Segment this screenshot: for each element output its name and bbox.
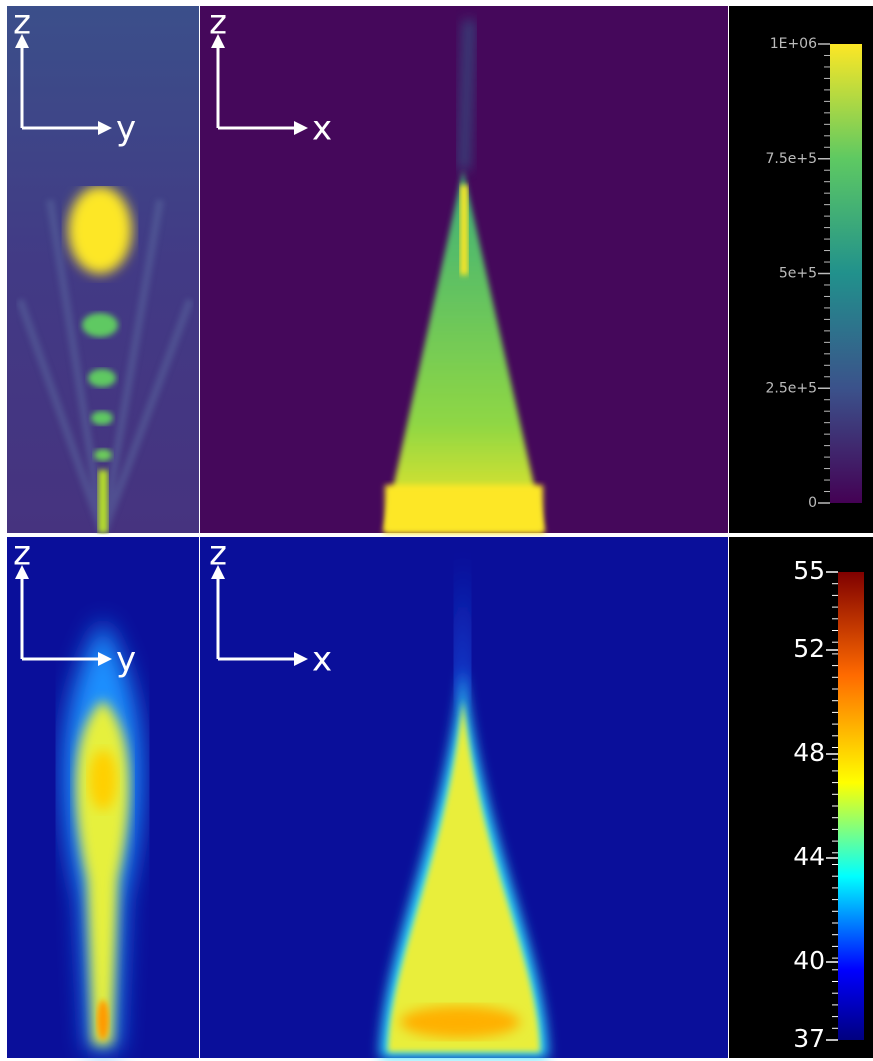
arrow-head — [211, 34, 225, 48]
arrow-head — [294, 652, 308, 666]
arrow-head — [211, 565, 225, 579]
axis-label: y — [116, 640, 136, 680]
axis-label: z — [209, 3, 227, 43]
tick-label: 5e+5 — [779, 266, 817, 282]
arrow-head — [98, 652, 112, 666]
temp-xz — [380, 560, 548, 1058]
axis-label: z — [13, 3, 31, 43]
beam-yz — [20, 186, 190, 533]
axis-label: y — [116, 109, 136, 149]
colorbar — [838, 572, 864, 1040]
axis-arrows — [216, 44, 296, 130]
arrow-head — [15, 34, 29, 48]
colorbar — [830, 44, 862, 503]
temp-yz — [63, 620, 142, 1050]
axis-label: z — [13, 534, 31, 574]
tick-label: 44 — [793, 842, 825, 871]
arrow-head — [15, 565, 29, 579]
tick-label: 55 — [793, 556, 825, 585]
arrow-head — [98, 121, 112, 135]
tick-label: 1E+06 — [770, 36, 817, 52]
tick-label: 40 — [793, 946, 825, 975]
beam-xz — [383, 20, 545, 533]
tick-label: 37 — [793, 1024, 825, 1053]
axis-arrows — [216, 575, 296, 661]
tick-label: 7.5e+5 — [765, 151, 817, 167]
tick-label: 48 — [793, 738, 825, 767]
axis-label: x — [312, 109, 332, 149]
axis-label: x — [312, 640, 332, 680]
axis-arrows — [20, 44, 100, 130]
arrow-head — [294, 121, 308, 135]
tick-label: 0 — [808, 495, 817, 511]
tick-label: 52 — [793, 634, 825, 663]
axis-arrows — [20, 575, 100, 661]
tick-label: 2.5e+5 — [765, 380, 817, 396]
axis-label: z — [209, 534, 227, 574]
